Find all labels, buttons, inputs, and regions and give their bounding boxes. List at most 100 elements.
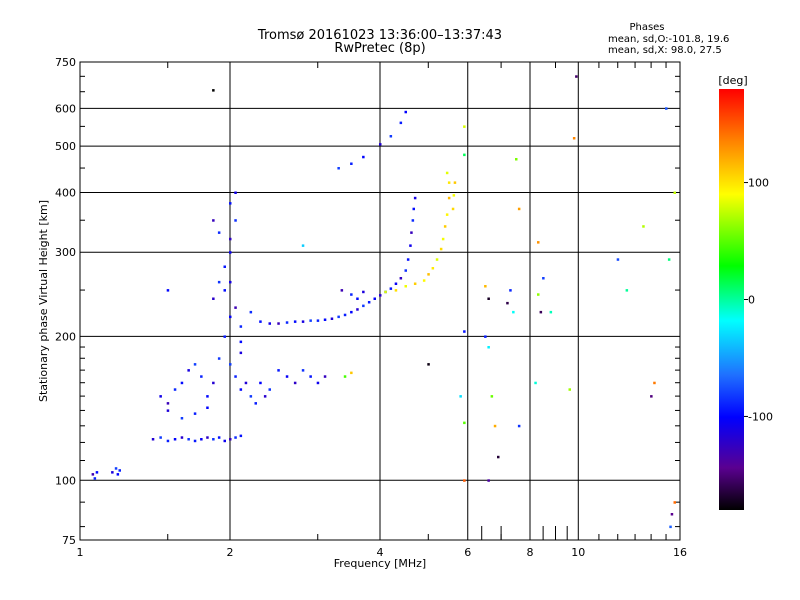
data-point — [193, 439, 197, 443]
data-point — [212, 219, 215, 222]
data-point — [487, 346, 490, 349]
data-point — [669, 525, 672, 529]
data-point — [166, 289, 170, 292]
data-point — [673, 501, 676, 504]
data-point — [537, 293, 540, 296]
data-point — [445, 171, 449, 175]
data-point — [200, 375, 203, 378]
data-point — [616, 258, 620, 261]
data-point — [542, 277, 545, 280]
y-tick-label: 100 — [55, 474, 76, 487]
data-point — [350, 162, 353, 165]
data-point — [411, 219, 415, 222]
data-point — [572, 137, 576, 140]
data-point — [399, 277, 403, 280]
data-point — [362, 304, 365, 308]
x-tick-label: 10 — [571, 546, 585, 559]
data-point — [356, 308, 359, 311]
data-point — [206, 395, 209, 398]
data-point — [451, 207, 455, 211]
data-point — [200, 438, 203, 441]
data-point — [301, 320, 305, 323]
data-point — [517, 207, 521, 211]
x-tick-label: 8 — [527, 546, 534, 559]
data-point — [223, 439, 226, 443]
data-point — [229, 363, 232, 366]
data-point — [234, 191, 237, 194]
colorbar-tick-label: -100 — [748, 410, 773, 423]
y-axis-label: Stationary phase Virtual Height [km] — [37, 200, 50, 402]
data-point — [452, 194, 456, 197]
x-tick-label: 4 — [377, 546, 384, 559]
data-point — [343, 375, 347, 378]
data-point — [234, 436, 237, 439]
data-point — [330, 317, 334, 320]
data-point — [337, 315, 340, 319]
data-point — [439, 247, 443, 251]
data-point — [187, 438, 190, 441]
data-point — [91, 473, 95, 476]
data-point — [212, 438, 215, 441]
phases-x-line: mean, sd,X: 98.0, 27.5 — [608, 45, 722, 56]
data-point — [463, 421, 466, 425]
data-point — [517, 424, 521, 428]
data-point — [399, 121, 403, 125]
data-point — [229, 237, 232, 241]
data-point — [575, 75, 578, 78]
data-point — [217, 280, 221, 284]
data-point — [193, 412, 197, 415]
data-point — [384, 290, 387, 294]
data-point — [316, 319, 320, 322]
data-point — [409, 244, 412, 247]
data-point — [367, 301, 371, 304]
data-point — [463, 479, 466, 482]
data-point — [463, 153, 466, 157]
data-point — [350, 371, 353, 375]
data-point — [568, 388, 571, 391]
y-tick-label: 750 — [55, 56, 76, 69]
data-point — [435, 258, 439, 261]
data-point — [229, 280, 232, 284]
data-point — [93, 477, 97, 480]
data-point — [323, 375, 327, 378]
data-point — [206, 436, 209, 439]
data-point — [212, 381, 215, 385]
data-point — [217, 231, 221, 234]
data-point — [673, 191, 676, 194]
data-point — [512, 310, 515, 314]
data-point — [343, 313, 347, 317]
data-point — [234, 375, 237, 378]
data-point — [323, 318, 327, 321]
data-point — [487, 297, 490, 300]
axis-ticks: 1 2 4 6 8 10 16 75 100 200 300 400 500 600 750 — [55, 56, 687, 559]
x-tick-label: 2 — [227, 546, 234, 559]
data-point — [625, 289, 629, 292]
data-point — [427, 363, 430, 366]
data-point — [309, 375, 312, 378]
data-point — [515, 158, 518, 161]
y-tick-label: 75 — [62, 534, 76, 547]
data-point — [293, 320, 297, 323]
colorbar-label: [deg] — [718, 74, 747, 87]
data-point — [539, 310, 543, 314]
data-point — [268, 322, 271, 325]
data-point — [665, 107, 668, 110]
data-point — [151, 438, 155, 441]
data-point — [441, 237, 445, 241]
data-point — [116, 473, 120, 476]
data-point — [187, 369, 190, 372]
data-point — [463, 330, 466, 333]
data-point — [362, 155, 365, 159]
data-point — [431, 267, 435, 270]
data-point — [229, 315, 232, 319]
data-point — [484, 335, 487, 338]
data-point — [285, 321, 289, 324]
chart-title: Tromsø 20161023 13:36:00–13:37:43 — [257, 28, 502, 43]
data-point — [217, 357, 221, 360]
x-tick-label: 16 — [673, 546, 687, 559]
data-point — [337, 167, 340, 170]
data-point — [410, 231, 413, 234]
data-point — [404, 269, 407, 272]
data-point — [316, 381, 320, 385]
